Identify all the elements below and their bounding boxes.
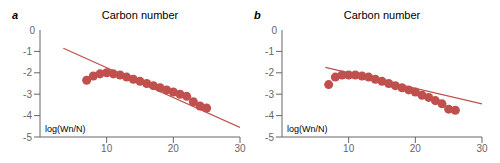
svg-text:-3: -3 [23, 89, 32, 100]
svg-text:-3: -3 [265, 89, 274, 100]
svg-text:0: 0 [271, 25, 277, 36]
svg-text:-4: -4 [23, 110, 32, 121]
svg-text:-5: -5 [265, 132, 274, 143]
svg-text:20: 20 [168, 143, 180, 154]
html-text:log(Wn/N): log(Wn/N) [287, 124, 328, 134]
svg-text:-2: -2 [265, 67, 274, 78]
html-text:b: b [254, 9, 261, 21]
html-text:Carbon number: Carbon number [101, 9, 179, 21]
svg-text:20: 20 [410, 143, 422, 154]
svg-text:10: 10 [101, 143, 113, 154]
svg-text:-1: -1 [265, 46, 274, 57]
svg-text:30: 30 [234, 143, 246, 154]
svg-text:0: 0 [29, 25, 35, 36]
svg-text:-2: -2 [23, 67, 32, 78]
html-text:a: a [12, 9, 19, 21]
svg-text:-5: -5 [23, 132, 32, 143]
html-text:Carbon number: Carbon number [343, 9, 421, 21]
svg-text:30: 30 [476, 143, 488, 154]
html-text:log(Wn/N): log(Wn/N) [45, 124, 86, 134]
svg-text:-4: -4 [265, 110, 274, 121]
svg-text:-1: -1 [23, 46, 32, 57]
svg-text:10: 10 [343, 143, 355, 154]
